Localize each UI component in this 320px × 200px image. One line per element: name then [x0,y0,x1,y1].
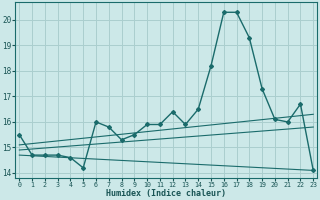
X-axis label: Humidex (Indice chaleur): Humidex (Indice chaleur) [106,189,226,198]
